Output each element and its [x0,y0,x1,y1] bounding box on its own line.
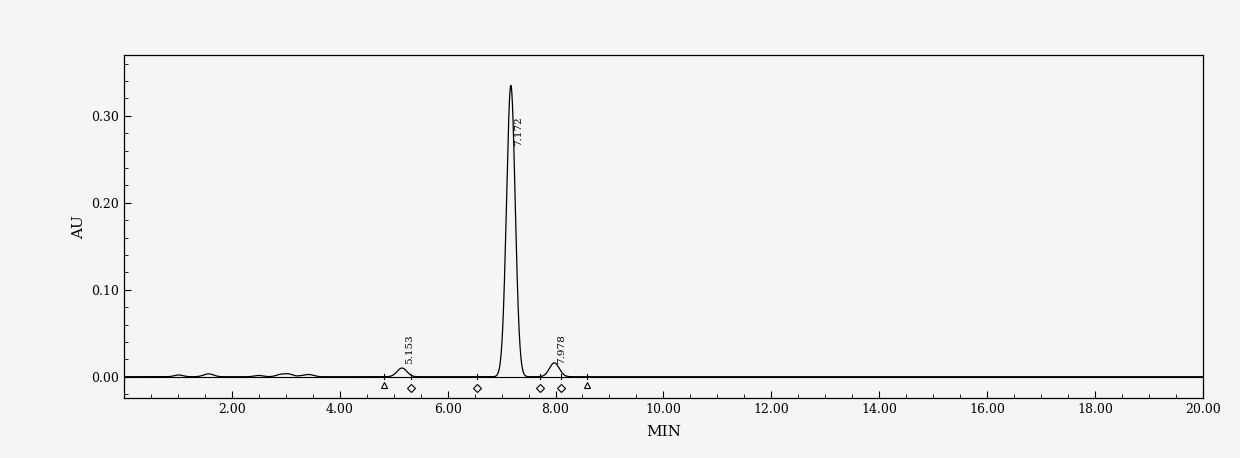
Y-axis label: AU: AU [72,215,86,239]
Text: 7.172: 7.172 [515,116,523,146]
Text: 5.153: 5.153 [405,334,414,364]
X-axis label: MIN: MIN [646,425,681,439]
Text: 7.978: 7.978 [558,334,567,364]
